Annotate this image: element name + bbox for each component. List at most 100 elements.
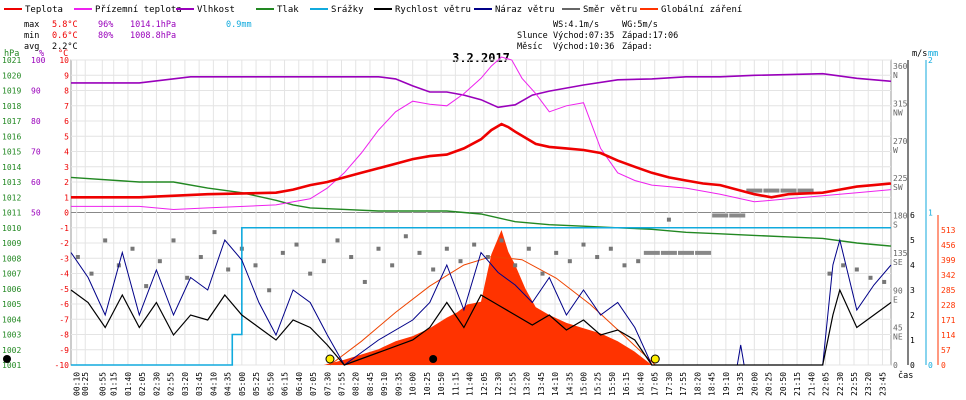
legend-naraz-vetru: Náraz větru	[495, 5, 555, 15]
wind-direction-bar	[660, 250, 677, 255]
radiation-tick-label: 171	[941, 316, 956, 325]
pressure-tick-label: 1004	[2, 315, 21, 324]
wind-direction-point	[403, 234, 408, 239]
stat-min-press: 1008.8hPa	[130, 31, 176, 41]
wind-direction-point	[882, 279, 887, 284]
temp-tick-label: -1	[59, 224, 69, 233]
direction-name-label: SE	[893, 258, 903, 267]
wind-direction-point	[472, 242, 477, 247]
pressure-tick-label: 1021	[2, 56, 21, 65]
time-tick-label: 20:25	[765, 372, 774, 396]
wind-direction-point	[89, 271, 94, 276]
radiation-tick-label: 57	[941, 346, 951, 355]
wind-direction-point	[321, 259, 326, 264]
time-tick-label: 10:25	[423, 372, 432, 396]
time-tick-label: 19:10	[722, 372, 731, 396]
time-tick-label: 15:00	[580, 372, 589, 396]
stat-avg-temp: 2.2°C	[52, 42, 78, 52]
pressure-tick-label: 1009	[2, 239, 21, 248]
pressure-tick-label: 1006	[2, 285, 21, 294]
wind-speed-tick-label: 0	[910, 361, 915, 370]
direction-name-label: SW	[893, 183, 903, 192]
direction-name-label: N	[893, 71, 898, 80]
wind-direction-point	[308, 271, 313, 276]
series-prizemni-teplota	[71, 56, 892, 211]
sun-moon-info: WS:4.1m/s WG:5m/s Slunce Východ:07:35 Zá…	[517, 20, 678, 52]
pressure-tick-label: 1003	[2, 331, 21, 340]
time-tick-label: 02:55	[167, 372, 176, 396]
wind-direction-point	[253, 263, 258, 268]
wind-direction-bar	[763, 188, 780, 193]
time-tick-label: 14:35	[565, 372, 574, 396]
temp-tick-label: -9	[59, 346, 69, 355]
wind-direction-point	[75, 255, 80, 260]
wind-direction-point	[622, 263, 627, 268]
wind-direction-bar	[678, 250, 694, 255]
temp-tick-label: 3	[64, 163, 69, 172]
sunrise-marker	[325, 354, 335, 364]
legend-prizemni-teplota: Přízemní teplota	[95, 5, 182, 15]
pressure-tick-label: 1002	[2, 346, 21, 355]
direction-tick-label: 45	[893, 324, 903, 333]
time-tick-label: 03:20	[181, 372, 190, 396]
radiation-tick-label: 228	[941, 301, 956, 310]
time-tick-label: 08:45	[366, 372, 375, 396]
series-clear-sky	[329, 256, 656, 366]
direction-name-label: NE	[893, 333, 903, 342]
direction-name-label: NW	[893, 108, 903, 117]
legend-rychlost-vetru: Rychlost větru	[395, 5, 471, 15]
stats: max 5.8°C 96% 1014.1hPa 0.9mm min 0.6°C …	[24, 20, 252, 52]
wind-direction-point	[868, 275, 873, 280]
wind-speed-tick-label: 6	[910, 211, 915, 220]
radiation-tick-label: 513	[941, 226, 956, 235]
wind-direction-point	[526, 246, 531, 251]
direction-name-label: S	[893, 221, 898, 230]
wind-direction-point	[103, 238, 108, 243]
temp-tick-label: 8	[64, 87, 69, 96]
info-wg: WG:5m/s	[622, 20, 658, 30]
time-tick-label: 12:05	[480, 372, 489, 396]
time-tick-label: 03:45	[195, 372, 204, 396]
pressure-tick-label: 1014	[2, 163, 21, 172]
wind-direction-point	[362, 279, 367, 284]
time-tick-label: 04:35	[224, 372, 233, 396]
temp-tick-label: 5	[64, 132, 69, 141]
time-tick-label: 22:55	[850, 372, 859, 396]
rain-tick-label: 2	[928, 56, 933, 65]
legend-tlak: Tlak	[277, 5, 299, 15]
wind-direction-bar	[643, 250, 660, 255]
pressure-tick-label: 1019	[2, 87, 21, 96]
info-ws: WS:4.1m/s	[553, 20, 599, 30]
stat-avg-label: avg	[24, 42, 39, 52]
time-tick-label: 02:30	[152, 372, 161, 396]
stat-max-press: 1014.1hPa	[130, 20, 176, 30]
time-tick-label: 05:25	[252, 372, 261, 396]
series-vlhkost	[71, 72, 892, 109]
wind-direction-point	[581, 242, 586, 247]
rain-tick-label: 1	[928, 209, 933, 218]
wind-direction-point	[130, 246, 135, 251]
wind-speed-tick-label: 5	[910, 236, 915, 245]
radiation-tick-label: 399	[941, 256, 956, 265]
time-tick-label: 18:20	[693, 372, 702, 396]
wind-direction-bar	[695, 250, 712, 255]
stat-max-temp: 5.8°C	[52, 20, 78, 30]
time-tick-label: 08:20	[352, 372, 361, 396]
moonrise-marker	[429, 355, 438, 363]
time-tick-label: 02:05	[138, 372, 147, 396]
stat-max-label: max	[24, 20, 39, 30]
unit-pct: %	[39, 49, 44, 59]
legend-srazky: Srážky	[331, 5, 364, 15]
unit-temp: °C	[58, 49, 68, 59]
time-tick-label: 07:05	[309, 372, 318, 396]
wind-direction-point	[608, 246, 613, 251]
direction-tick-label: 270	[893, 137, 908, 146]
time-tick-label: 22:05	[822, 372, 831, 396]
wind-direction-point	[854, 267, 859, 272]
wind-direction-point	[540, 271, 545, 276]
time-tick-label: 21:15	[793, 372, 802, 396]
direction-tick-label: 315	[893, 99, 908, 108]
wind-speed-tick-label: 2	[910, 311, 915, 320]
temp-tick-label: 4	[64, 148, 69, 157]
pressure-tick-label: 1008	[2, 254, 21, 263]
